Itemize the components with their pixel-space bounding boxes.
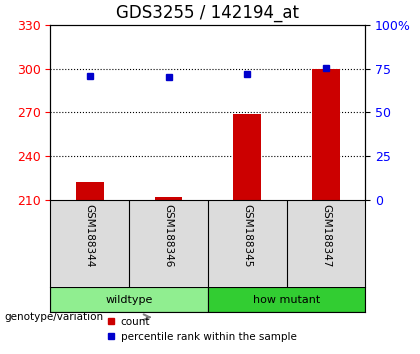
Legend: count, percentile rank within the sample: count, percentile rank within the sample xyxy=(103,313,301,346)
FancyBboxPatch shape xyxy=(50,287,208,312)
Text: genotype/variation: genotype/variation xyxy=(4,312,103,322)
Bar xyxy=(76,182,104,200)
Text: GSM188346: GSM188346 xyxy=(163,204,173,268)
Text: GSM188344: GSM188344 xyxy=(85,204,95,268)
Text: wildtype: wildtype xyxy=(105,295,153,305)
Bar xyxy=(312,69,340,200)
Title: GDS3255 / 142194_at: GDS3255 / 142194_at xyxy=(116,4,299,22)
Text: how mutant: how mutant xyxy=(253,295,320,305)
FancyBboxPatch shape xyxy=(208,287,365,312)
Text: GSM188347: GSM188347 xyxy=(321,204,331,268)
Bar xyxy=(234,114,261,200)
Bar xyxy=(155,197,182,200)
Text: GSM188345: GSM188345 xyxy=(242,204,252,268)
